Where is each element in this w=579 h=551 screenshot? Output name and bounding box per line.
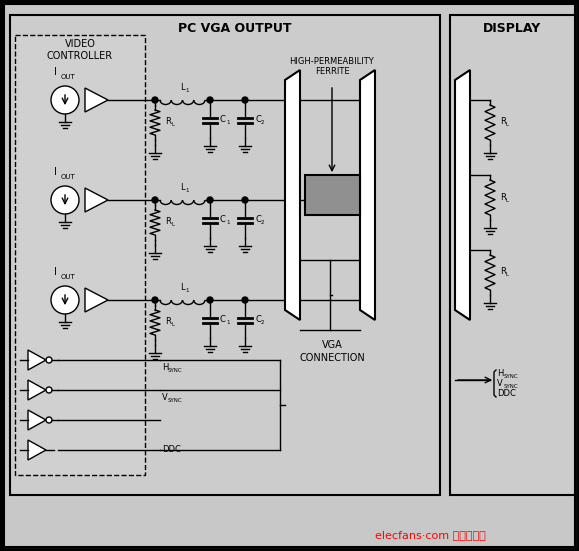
Text: C: C bbox=[255, 116, 261, 125]
Text: R: R bbox=[165, 317, 171, 327]
Text: FERRITE: FERRITE bbox=[315, 68, 349, 77]
Polygon shape bbox=[285, 70, 300, 320]
Text: CONNECTION: CONNECTION bbox=[299, 353, 365, 363]
Text: SYNC: SYNC bbox=[168, 369, 182, 374]
Text: H: H bbox=[162, 364, 168, 372]
Text: PC VGA OUTPUT: PC VGA OUTPUT bbox=[178, 21, 292, 35]
Text: R: R bbox=[165, 218, 171, 226]
Text: C: C bbox=[220, 215, 226, 224]
Text: DDC: DDC bbox=[497, 388, 516, 397]
Text: OUT: OUT bbox=[61, 274, 76, 280]
Text: R: R bbox=[500, 192, 506, 202]
Text: I: I bbox=[54, 167, 56, 177]
Circle shape bbox=[46, 417, 52, 423]
Polygon shape bbox=[455, 70, 470, 320]
Bar bbox=[305, 175, 360, 215]
Text: L: L bbox=[171, 122, 174, 127]
Text: L: L bbox=[506, 273, 509, 278]
Text: R: R bbox=[165, 117, 171, 127]
Text: L: L bbox=[171, 322, 174, 327]
Text: L: L bbox=[180, 284, 185, 293]
Text: H: H bbox=[497, 369, 503, 377]
Text: elecfans·com 电子发烧友: elecfans·com 电子发烧友 bbox=[375, 530, 485, 540]
Text: DISPLAY: DISPLAY bbox=[483, 21, 541, 35]
Text: 2: 2 bbox=[261, 121, 265, 126]
Polygon shape bbox=[28, 410, 46, 430]
Circle shape bbox=[207, 197, 213, 203]
Text: C: C bbox=[220, 316, 226, 325]
Circle shape bbox=[152, 297, 158, 303]
Circle shape bbox=[242, 197, 248, 203]
Circle shape bbox=[152, 97, 158, 103]
Circle shape bbox=[207, 297, 213, 303]
Text: OUT: OUT bbox=[61, 174, 76, 180]
Text: V: V bbox=[497, 379, 503, 387]
Polygon shape bbox=[28, 350, 46, 370]
Text: L: L bbox=[180, 183, 185, 192]
Polygon shape bbox=[360, 70, 375, 320]
Text: SYNC: SYNC bbox=[168, 398, 182, 403]
Text: 1: 1 bbox=[186, 89, 189, 94]
Text: SYNC: SYNC bbox=[504, 383, 519, 388]
Text: VGA: VGA bbox=[321, 340, 342, 350]
Text: L: L bbox=[506, 122, 509, 127]
Circle shape bbox=[152, 197, 158, 203]
Polygon shape bbox=[85, 188, 108, 212]
Text: R: R bbox=[500, 117, 506, 127]
Text: DDC: DDC bbox=[162, 446, 181, 455]
Circle shape bbox=[46, 357, 52, 363]
Text: HIGH-PERMEABILITY: HIGH-PERMEABILITY bbox=[290, 57, 375, 67]
Text: 1: 1 bbox=[226, 321, 229, 326]
Text: R: R bbox=[500, 267, 506, 277]
Text: SYNC: SYNC bbox=[504, 374, 519, 379]
Text: OUT: OUT bbox=[61, 74, 76, 80]
Text: 1: 1 bbox=[226, 121, 229, 126]
Text: L: L bbox=[171, 223, 174, 228]
Circle shape bbox=[51, 86, 79, 114]
Text: L: L bbox=[506, 197, 509, 203]
Bar bbox=[450, 15, 575, 495]
Bar bbox=[15, 35, 145, 475]
Text: VIDEO
CONTROLLER: VIDEO CONTROLLER bbox=[47, 39, 113, 61]
Circle shape bbox=[242, 297, 248, 303]
Circle shape bbox=[51, 286, 79, 314]
Polygon shape bbox=[28, 380, 46, 400]
Text: I: I bbox=[54, 67, 56, 77]
Circle shape bbox=[242, 97, 248, 103]
Text: C: C bbox=[255, 316, 261, 325]
Bar bbox=[10, 15, 440, 495]
Circle shape bbox=[46, 387, 52, 393]
Circle shape bbox=[51, 186, 79, 214]
Text: 2: 2 bbox=[261, 220, 265, 225]
Text: 1: 1 bbox=[226, 220, 229, 225]
Text: 1: 1 bbox=[186, 188, 189, 193]
Text: C: C bbox=[255, 215, 261, 224]
Text: I: I bbox=[54, 267, 56, 277]
Text: 1: 1 bbox=[186, 289, 189, 294]
Polygon shape bbox=[28, 440, 46, 460]
Text: 2: 2 bbox=[261, 321, 265, 326]
Text: V: V bbox=[162, 393, 168, 402]
Text: C: C bbox=[220, 116, 226, 125]
Circle shape bbox=[207, 97, 213, 103]
Polygon shape bbox=[85, 288, 108, 312]
Polygon shape bbox=[85, 88, 108, 112]
Text: L: L bbox=[180, 84, 185, 93]
